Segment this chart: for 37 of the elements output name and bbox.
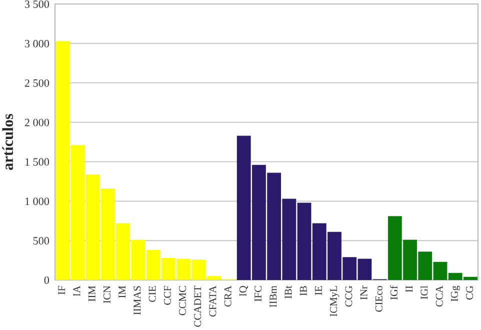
x-tick-label: CIEco [375, 286, 382, 312]
x-tick-label: CCF [164, 286, 171, 305]
y-tick-label: 3 500 [24, 0, 50, 8]
x-tick-label: II [406, 286, 413, 292]
y-tick-label: 1 500 [25, 158, 50, 166]
x-tick-label: IBt [284, 286, 292, 298]
y-axis-title: artículos [2, 114, 14, 170]
x-tick-label: IB [300, 286, 307, 296]
x-tick-label: CCG [345, 286, 352, 307]
x-tick-label: IIBm [270, 286, 277, 308]
x-tick-label: IQ [239, 286, 248, 296]
y-tick-label: 3 000 [24, 40, 50, 48]
x-tick-label: CCADET [194, 286, 202, 327]
x-tick-label: IGg [450, 286, 460, 302]
x-tick-label: IIMAS [134, 286, 141, 315]
x-tick-label: CCMC [179, 286, 186, 316]
y-tick-label: 0 [44, 276, 50, 284]
x-tick-label: IGl [420, 286, 428, 300]
x-tick-label: INr [360, 286, 368, 300]
x-tick-label: CIE [148, 286, 156, 302]
x-tick-label: IFC [254, 286, 262, 302]
x-tick-label: CRA [224, 286, 232, 307]
x-tick-label: IIM [88, 286, 96, 302]
y-tick-label: 1 000 [25, 198, 50, 206]
x-tick-label: CCA [436, 286, 443, 307]
y-tick-label: 2 000 [24, 118, 50, 126]
x-tick-label: ICN [103, 286, 110, 304]
x-tick-label: IE [315, 286, 322, 296]
x-tick-label: IM [118, 286, 126, 298]
x-tick-label: IA [73, 286, 80, 296]
x-tick-label: ICMyL [330, 286, 340, 316]
y-tick-label: 2 500 [24, 79, 50, 87]
x-tick-label: IGf [390, 286, 398, 300]
x-tick-label: IF [58, 286, 66, 294]
x-tick-label: CFATA [209, 286, 216, 317]
y-tick-label: 500 [33, 237, 50, 245]
x-tick-label: CG [466, 286, 474, 300]
